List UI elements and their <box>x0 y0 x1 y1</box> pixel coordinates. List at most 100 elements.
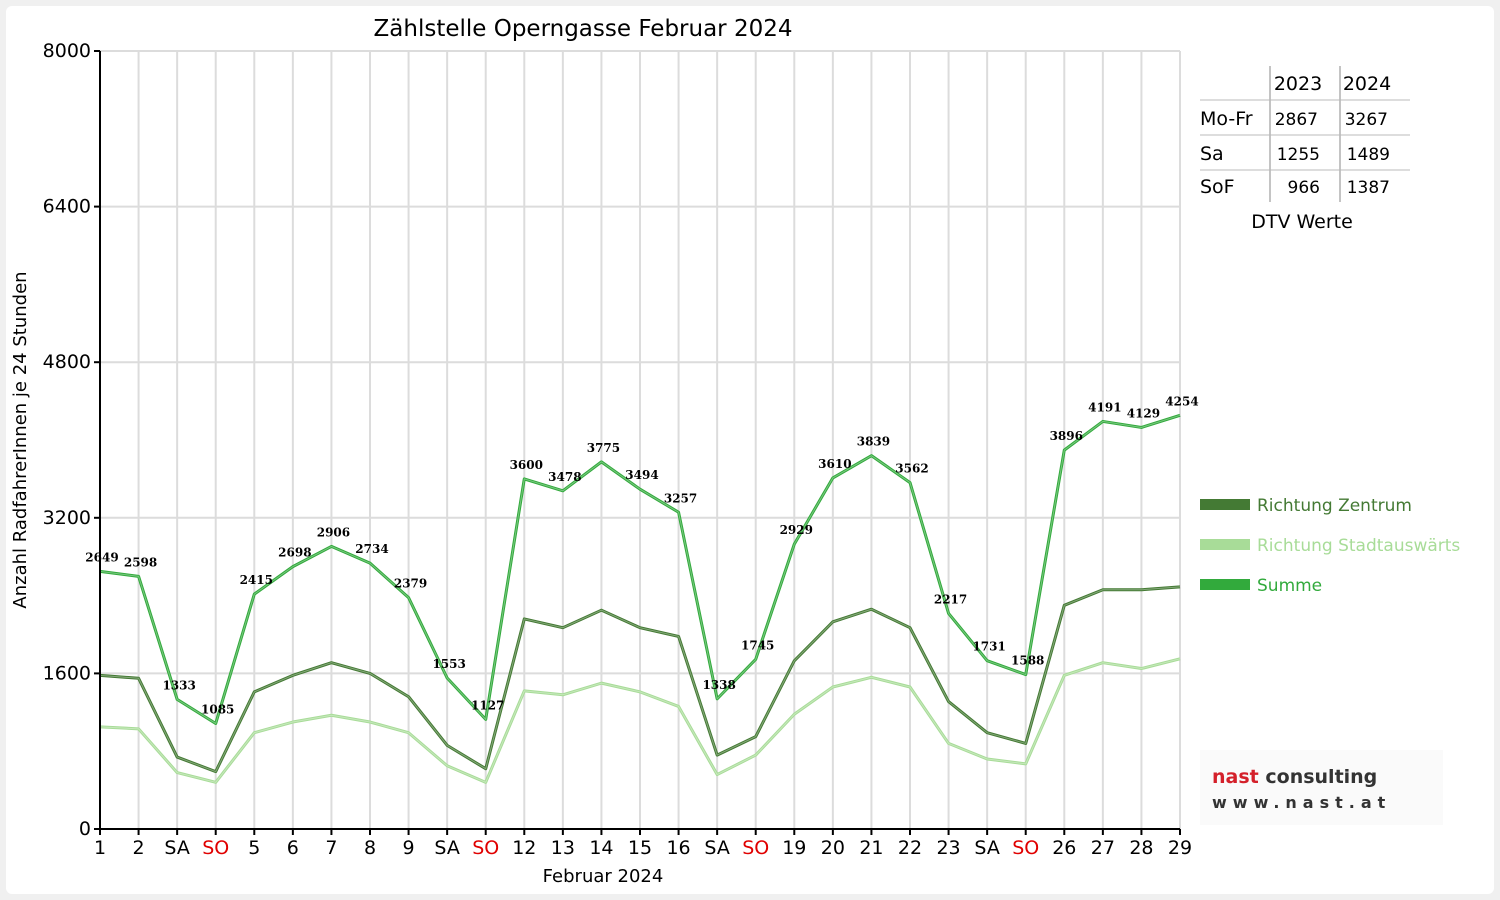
data-label: 3257 <box>664 491 697 505</box>
data-label: 1553 <box>432 657 465 671</box>
x-tick-label: 9 <box>403 837 415 859</box>
dtv-cell: 966 <box>1288 178 1320 198</box>
x-tick-label: SO <box>202 837 229 859</box>
data-label: 2698 <box>278 546 311 560</box>
legend-swatch <box>1200 499 1250 510</box>
data-label: 1588 <box>1011 654 1044 668</box>
dtv-cell: 1387 <box>1347 178 1390 198</box>
data-label: 3896 <box>1050 429 1083 443</box>
y-tick-label: 8000 <box>43 40 91 62</box>
x-tick-label: 14 <box>589 837 613 859</box>
dtv-row-label: SoF <box>1200 176 1235 198</box>
x-tick-label: 19 <box>782 837 806 859</box>
data-label: 3494 <box>625 468 658 482</box>
data-label: 1333 <box>162 678 195 692</box>
y-tick-label: 4800 <box>43 351 91 373</box>
data-label: 3600 <box>510 458 543 472</box>
dtv-caption: DTV Werte <box>1251 211 1353 233</box>
data-label: 2217 <box>934 592 967 606</box>
series-line <box>99 585 1181 774</box>
dtv-header-2023: 2023 <box>1274 73 1322 95</box>
data-labels: 2649 2598 1333 1085 2415 2698 2906 2734 2379 1553… <box>85 394 1198 716</box>
legend-label: Summe <box>1257 576 1322 596</box>
x-tick-label: 23 <box>936 837 960 859</box>
legend-swatch <box>1200 539 1250 550</box>
logo-url: www.nast.at <box>1212 793 1391 812</box>
y-tick-label: 3200 <box>43 507 91 529</box>
y-axis-label: Anzahl RadfahrerInnen je 24 Stunden <box>10 271 31 608</box>
data-label: 2598 <box>124 555 157 569</box>
legend-label: Richtung Zentrum <box>1257 496 1412 516</box>
data-label: 1338 <box>702 678 735 692</box>
x-tick-label: 5 <box>248 837 260 859</box>
dtv-cell: 3267 <box>1345 110 1388 130</box>
dtv-table: 2023 2024 Mo-Fr 2867 3267 Sa 1255 1489 S… <box>1200 66 1410 233</box>
data-label: 4254 <box>1165 394 1198 408</box>
x-tick-label: 12 <box>512 837 536 859</box>
x-tick-label: SA <box>704 837 729 859</box>
x-tick-label: 6 <box>287 837 299 859</box>
chart-title: Zählstelle Operngasse Februar 2024 <box>374 16 793 42</box>
dtv-cell: 1255 <box>1277 145 1320 165</box>
nast-logo: nast consulting www.nast.at <box>1200 750 1443 825</box>
dtv-cell: 1489 <box>1347 145 1390 165</box>
x-tick-label: 1 <box>94 837 106 859</box>
x-tick-label: SA <box>434 837 459 859</box>
x-tick-label: 2 <box>133 837 145 859</box>
x-tick-label: 7 <box>325 837 337 859</box>
x-tick-label: 27 <box>1091 837 1115 859</box>
x-tick-label: SO <box>742 837 769 859</box>
dtv-cell: 2867 <box>1275 110 1318 130</box>
data-label: 2379 <box>394 577 427 591</box>
series-line <box>99 413 1181 725</box>
x-axis-label: Februar 2024 <box>543 866 664 887</box>
data-label: 3775 <box>587 441 620 455</box>
data-label: 4191 <box>1088 400 1121 414</box>
data-label: 2734 <box>355 542 388 556</box>
x-tick-label: 16 <box>666 837 690 859</box>
x-tick-label: SO <box>472 837 499 859</box>
data-label: 1085 <box>201 702 234 716</box>
x-tick-label: 21 <box>859 837 883 859</box>
dtv-row-label: Mo-Fr <box>1200 108 1253 130</box>
data-label: 3610 <box>818 457 851 471</box>
x-tick-label: SO <box>1012 837 1039 859</box>
x-tick-label: 13 <box>551 837 575 859</box>
legend-swatch <box>1200 579 1250 590</box>
data-label: 4129 <box>1127 406 1160 420</box>
data-label: 2649 <box>85 550 118 564</box>
data-label: 2415 <box>240 573 273 587</box>
x-tick-label: 8 <box>364 837 376 859</box>
data-label: 3478 <box>548 470 581 484</box>
x-tick-label: 29 <box>1168 837 1192 859</box>
data-label: 2929 <box>780 523 813 537</box>
series-lines <box>99 413 1181 784</box>
x-tick-label: 22 <box>898 837 922 859</box>
series-line-highlight <box>99 586 1181 773</box>
x-tick-label: 15 <box>628 837 652 859</box>
logo-brand-text: nast consulting <box>1212 766 1377 788</box>
x-tick-label: 26 <box>1052 837 1076 859</box>
y-tick-label: 1600 <box>43 662 91 684</box>
legend: Richtung Zentrum Richtung Stadtauswärts Su… <box>1200 496 1460 596</box>
y-tick-label: 6400 <box>43 196 91 218</box>
data-label: 1731 <box>972 640 1005 654</box>
series-line-highlight <box>99 414 1181 725</box>
legend-label: Richtung Stadtauswärts <box>1257 536 1460 556</box>
data-label: 1745 <box>741 638 774 652</box>
data-label: 1127 <box>471 698 504 712</box>
x-tick-label: SA <box>164 837 189 859</box>
dtv-row-label: Sa <box>1200 143 1224 165</box>
x-tick-label: SA <box>974 837 999 859</box>
data-label: 3839 <box>857 435 890 449</box>
grid <box>99 50 1181 830</box>
series-line <box>99 657 1181 784</box>
y-tick-label: 0 <box>79 818 91 840</box>
series-line-highlight <box>99 658 1181 783</box>
dtv-header-2024: 2024 <box>1343 73 1391 95</box>
x-tick-label: 20 <box>821 837 845 859</box>
data-label: 2906 <box>317 525 350 539</box>
x-tick-label: 28 <box>1129 837 1153 859</box>
